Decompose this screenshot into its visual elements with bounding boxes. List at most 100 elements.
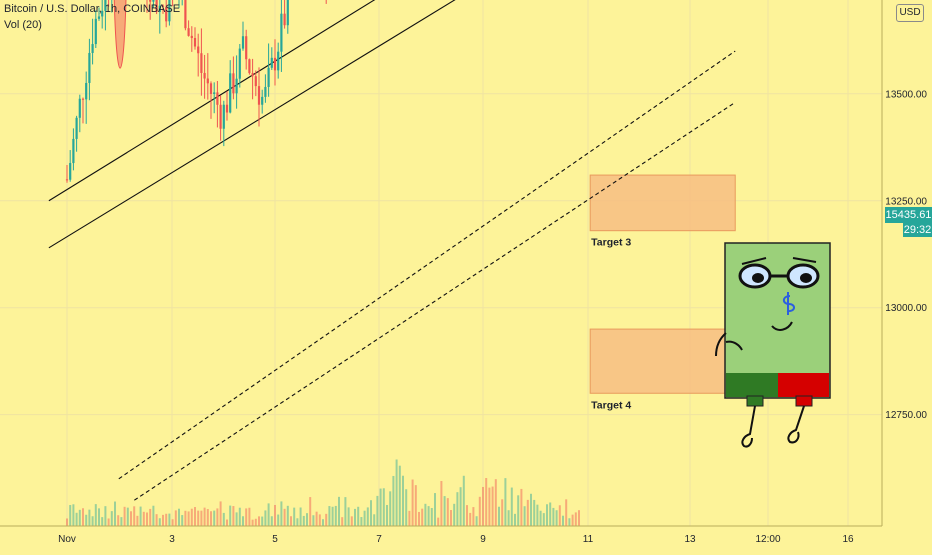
candle-body xyxy=(203,72,206,79)
price-tick-label: 12750.00 xyxy=(885,410,927,421)
candle-body xyxy=(187,28,190,36)
volume-bar xyxy=(181,515,184,526)
candle-body xyxy=(88,52,91,83)
volume-bar xyxy=(517,495,520,526)
price-tick-label: 13000.00 xyxy=(885,303,927,314)
volume-bar xyxy=(530,493,532,526)
volume-bar xyxy=(226,519,228,526)
volume-bar xyxy=(306,513,308,526)
volume-bar xyxy=(274,504,276,526)
mascot-pupil-right xyxy=(800,273,812,283)
price-axis-panel xyxy=(882,0,932,550)
volume-bar xyxy=(334,505,337,526)
volume-bar xyxy=(117,515,120,526)
volume-bar xyxy=(533,499,536,526)
currency-badge[interactable]: USD xyxy=(896,4,924,22)
volume-bar xyxy=(162,514,164,526)
candle-body xyxy=(213,92,216,94)
candle-body xyxy=(270,57,273,68)
volume-bar xyxy=(299,507,302,526)
volume-bar xyxy=(322,519,324,526)
volume-bar xyxy=(331,506,334,526)
candle-body xyxy=(267,67,270,87)
volume-bar xyxy=(91,516,94,526)
candle-body xyxy=(222,104,225,129)
mascot-brow-right xyxy=(792,257,817,263)
volume-bar xyxy=(174,510,177,526)
volume-indicator-label[interactable]: Vol (20) xyxy=(4,19,42,31)
volume-bar xyxy=(190,508,193,526)
volume-bar xyxy=(341,517,344,526)
volume-bar xyxy=(542,513,545,526)
volume-bar xyxy=(258,516,260,526)
volume-bar xyxy=(430,507,433,526)
volume-bar xyxy=(85,514,88,526)
candle-body xyxy=(286,0,289,26)
symbol-title[interactable]: Bitcoin / U.S. Dollar, 1h, COINBASE xyxy=(4,3,181,15)
volume-bar xyxy=(82,508,84,526)
volume-bar xyxy=(347,507,350,526)
volume-bar xyxy=(296,518,299,526)
time-tick-label: 5 xyxy=(272,534,278,545)
volume-bar xyxy=(504,478,507,526)
volume-bar xyxy=(357,506,360,526)
volume-bar xyxy=(354,508,356,526)
mascot-sticker xyxy=(715,242,831,448)
volume-bar xyxy=(155,514,158,526)
volume-bar xyxy=(187,511,190,526)
candle-body xyxy=(94,18,97,45)
mascot-pocket-right xyxy=(795,395,813,407)
volume-bar xyxy=(440,480,443,526)
mascot-leg-left xyxy=(741,405,756,448)
volume-bar xyxy=(213,510,216,526)
candle-body xyxy=(264,86,267,97)
candle-body xyxy=(197,46,200,54)
candle-body xyxy=(219,104,222,129)
volume-bar xyxy=(184,510,187,526)
candle-body xyxy=(200,53,203,73)
volume-bar xyxy=(107,518,110,526)
volume-bar xyxy=(424,503,427,526)
candle-body xyxy=(81,98,85,100)
volume-bar xyxy=(443,496,446,526)
volume-bar xyxy=(453,503,456,526)
volume-bar xyxy=(206,509,209,526)
channel-line xyxy=(48,0,376,202)
time-tick-label: 12:00 xyxy=(755,534,780,545)
candle-body xyxy=(85,82,88,100)
volume-bar xyxy=(130,511,132,526)
volume-bar xyxy=(472,507,475,526)
volume-bar xyxy=(344,497,347,526)
volume-bar xyxy=(286,505,289,526)
candle-body xyxy=(72,138,75,164)
volume-bar xyxy=(136,515,139,526)
volume-bar xyxy=(558,505,561,526)
volume-bar xyxy=(395,459,398,526)
bar-countdown-badge: 29:32 xyxy=(903,223,932,237)
volume-bar xyxy=(389,491,392,526)
volume-bar xyxy=(248,507,251,526)
volume-bar xyxy=(94,504,97,526)
volume-bar xyxy=(69,505,72,526)
volume-bar xyxy=(293,507,296,526)
volume-bar xyxy=(104,506,107,526)
volume-bars xyxy=(66,459,580,526)
candle-body xyxy=(280,13,283,52)
volume-bar xyxy=(536,504,539,526)
candle-body xyxy=(65,179,69,181)
volume-bar xyxy=(98,508,100,526)
volume-bar xyxy=(386,504,388,526)
volume-bar xyxy=(459,487,462,526)
volume-bar xyxy=(446,498,449,526)
candle-body xyxy=(283,13,286,26)
volume-bar xyxy=(411,479,414,526)
candle-body xyxy=(238,48,241,79)
volume-bar xyxy=(235,512,238,526)
volume-bar xyxy=(501,499,504,526)
zone-label: Target 3 xyxy=(591,237,631,249)
candle-body xyxy=(165,6,168,22)
candle-body xyxy=(152,0,155,2)
volume-bar xyxy=(494,479,497,526)
